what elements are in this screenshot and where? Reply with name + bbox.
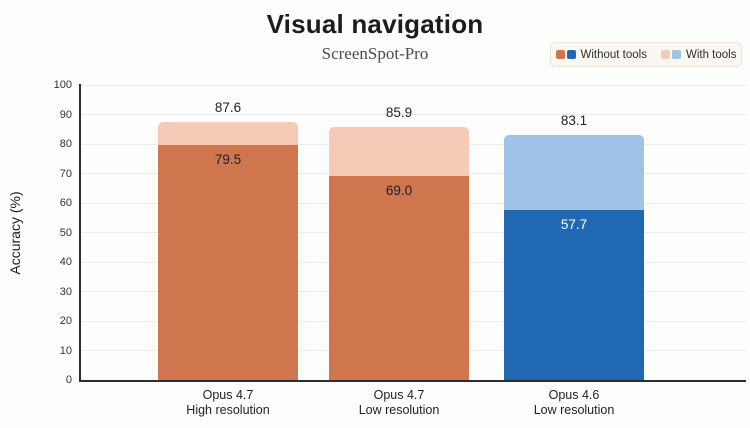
bar-without-tools xyxy=(504,209,644,380)
legend-swatch-icon xyxy=(566,50,576,59)
y-axis-line xyxy=(79,84,81,381)
y-tick-label: 30 xyxy=(59,285,72,298)
chart-title: Visual navigation xyxy=(266,9,484,39)
y-tick-label: 100 xyxy=(53,79,72,91)
gridline xyxy=(80,114,745,115)
legend-swatch-icon xyxy=(555,50,565,59)
x-category-line: Opus 4.6 xyxy=(548,388,600,402)
bar-total-value: 87.6 xyxy=(214,99,242,115)
x-category-label: Opus 4.7 Low resolution xyxy=(319,388,479,418)
y-tick-label: 70 xyxy=(59,167,72,180)
x-category-label: Opus 4.7 High resolution xyxy=(148,388,308,418)
y-tick-label: 80 xyxy=(59,138,72,150)
y-tick-label: 60 xyxy=(59,197,72,209)
gridline xyxy=(80,84,745,86)
y-tick-label: 40 xyxy=(59,256,72,268)
y-axis-title: Accuracy (%) xyxy=(7,191,23,275)
bar-without-tools xyxy=(158,145,298,380)
bar-without-tools xyxy=(329,176,469,380)
legend-swatch-icon xyxy=(671,50,681,59)
x-category-line: Opus 4.7 xyxy=(202,388,254,402)
legend-item: With tools xyxy=(660,48,737,61)
bar-total-value: 83.1 xyxy=(560,112,588,128)
x-category-line: Low resolution xyxy=(358,403,440,417)
legend-item: Without tools xyxy=(555,48,647,61)
y-tick-label: 10 xyxy=(59,344,72,357)
y-tick-label: 90 xyxy=(59,108,72,121)
legend-label: With tools xyxy=(685,48,737,61)
y-tick-label: 20 xyxy=(59,315,72,327)
chart-subtitle: ScreenSpot-Pro xyxy=(321,44,429,63)
legend-swatches xyxy=(555,50,576,59)
legend-label: Without tools xyxy=(580,48,647,61)
bar-total-value: 85.9 xyxy=(385,104,413,120)
legend: Without tools With tools xyxy=(550,42,742,67)
y-tick-label: 0 xyxy=(65,374,72,386)
bar-inner-value: 69.0 xyxy=(385,183,413,199)
bar-inner-value: 79.5 xyxy=(214,152,242,168)
x-axis-line xyxy=(79,380,746,382)
x-category-line: Opus 4.7 xyxy=(373,388,425,402)
x-category-label: Opus 4.6 Low resolution xyxy=(494,388,654,418)
legend-swatch-icon xyxy=(660,50,670,59)
x-category-line: Low resolution xyxy=(533,403,615,417)
y-tick-label: 50 xyxy=(59,226,72,239)
bar-inner-value: 57.7 xyxy=(560,216,588,232)
x-category-line: High resolution xyxy=(186,403,270,417)
legend-swatches xyxy=(660,50,681,59)
